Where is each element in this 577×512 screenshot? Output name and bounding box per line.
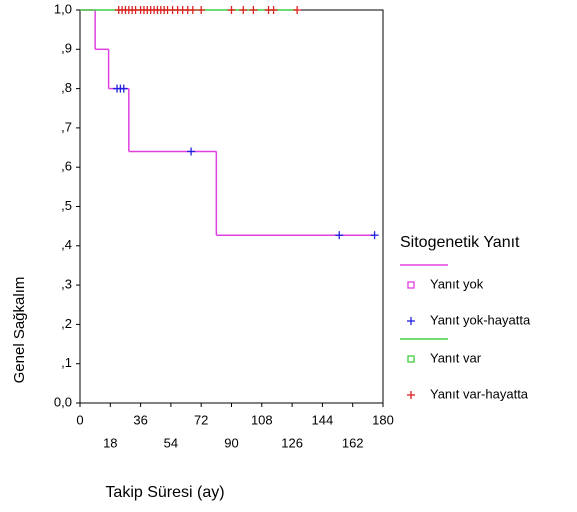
legend-label: Yanıt var-hayatta: [430, 386, 529, 401]
y-tick-label: ,7: [61, 119, 72, 134]
censor-mark: [293, 6, 302, 14]
x-tick-label: 54: [164, 435, 178, 450]
x-tick-label: 144: [312, 412, 334, 427]
censor-mark: [269, 6, 278, 14]
x-tick-label: 180: [372, 412, 394, 427]
y-tick-label: ,2: [61, 316, 72, 331]
x-tick-label: 126: [281, 435, 303, 450]
x-tick-label: 18: [103, 435, 117, 450]
censor-mark: [197, 6, 206, 14]
x-tick-label: 0: [76, 412, 83, 427]
y-tick-label: 0,0: [54, 394, 72, 409]
x-tick-label: 162: [342, 435, 364, 450]
x-tick-label: 108: [251, 412, 273, 427]
censor-mark: [407, 317, 415, 325]
censor-mark: [249, 6, 258, 14]
x-axis-title: Takip Süresi (ay): [105, 484, 224, 501]
censor-mark: [239, 6, 248, 14]
censor-mark: [335, 231, 344, 240]
y-tick-label: ,3: [61, 277, 72, 292]
legend-label: Yanıt yok: [430, 276, 484, 291]
censor-mark: [370, 231, 379, 240]
x-tick-label: 90: [224, 435, 238, 450]
y-tick-label: 1,0: [54, 1, 72, 16]
legend-marker: [407, 355, 415, 363]
censor-mark: [227, 6, 236, 14]
y-tick-label: ,1: [61, 355, 72, 370]
y-tick-label: ,6: [61, 159, 72, 174]
y-tick-label: ,8: [61, 80, 72, 95]
censor-mark: [187, 147, 196, 156]
y-tick-label: ,5: [61, 198, 72, 213]
legend-marker: [407, 281, 415, 289]
censor-mark: [119, 84, 128, 93]
legend-title: Sitogenetik Yanıt: [400, 234, 520, 251]
legend-label: Yanıt yok-hayatta: [430, 312, 531, 327]
censor-mark: [188, 6, 197, 14]
y-tick-label: ,4: [61, 237, 72, 252]
censor-mark: [407, 391, 415, 399]
y-tick-label: ,9: [61, 41, 72, 56]
plot-frame: [79, 9, 384, 404]
x-tick-label: 36: [133, 412, 147, 427]
legend-label: Yanıt var: [430, 350, 482, 365]
y-axis-title: Genel Sağkalım: [11, 277, 28, 384]
x-tick-label: 72: [194, 412, 208, 427]
